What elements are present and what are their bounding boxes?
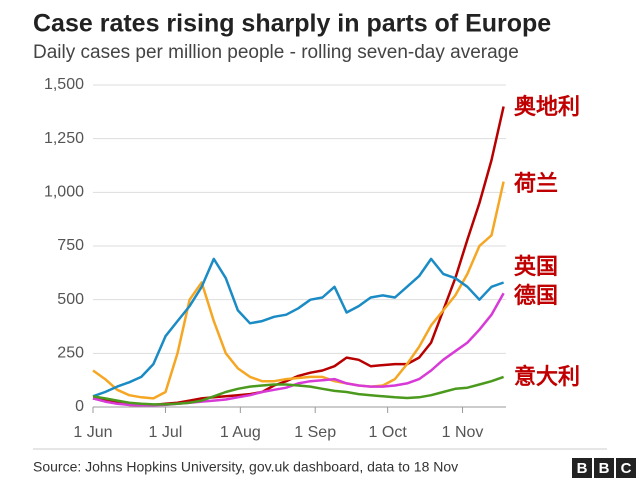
x-tick-label: 1 Aug [220, 424, 261, 441]
x-tick-label: 1 Sep [294, 424, 336, 441]
logo-box [594, 458, 614, 478]
series-label: 意大利 [514, 364, 580, 390]
series-label: 荷兰 [514, 171, 558, 197]
logo-letter: B [599, 460, 610, 477]
chart-title: Case rates rising sharply in parts of Eu… [33, 10, 551, 38]
y-tick-label: 0 [75, 398, 84, 415]
x-tick-label: 1 Oct [369, 424, 408, 441]
y-tick-label: 1,000 [44, 184, 84, 201]
series-label: 德国 [514, 283, 558, 309]
series-label: 英国 [514, 255, 558, 280]
y-tick-label: 500 [57, 291, 84, 308]
logo-letter: C [621, 460, 632, 477]
y-tick-label: 1,250 [44, 130, 84, 147]
x-tick-label: 1 Jun [73, 424, 112, 441]
logo-letter: B [577, 460, 588, 477]
logo-box [616, 458, 636, 478]
y-tick-label: 750 [57, 237, 84, 254]
series-label: 奥地利 [514, 94, 580, 120]
logo-box [572, 458, 592, 478]
y-tick-label: 1,500 [44, 76, 84, 93]
series-line [92, 257, 505, 398]
chart-subtitle: Daily cases per million people - rolling… [33, 42, 519, 63]
series-line [92, 181, 505, 400]
series-line [92, 375, 505, 406]
source: Source: Johns Hopkins University, gov.uk… [33, 459, 458, 475]
x-tick-label: 1 Jul [149, 424, 183, 441]
y-tick-label: 250 [57, 345, 84, 362]
x-tick-label: 1 Nov [442, 424, 484, 441]
